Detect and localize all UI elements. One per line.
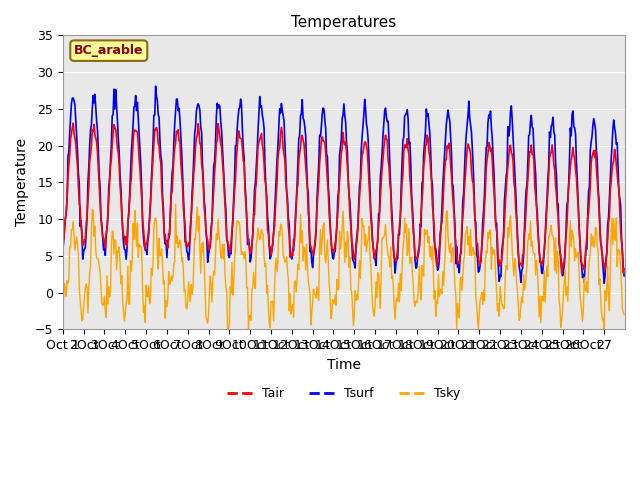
Tair [620, 266, 628, 272]
Line: Tair: Tair [63, 123, 624, 274]
Line: Tsurf: Tsurf [63, 86, 624, 283]
X-axis label: Time: Time [327, 358, 361, 372]
Tsurf [568, 133, 575, 139]
Tsurf [59, 247, 67, 253]
Tair [568, 153, 576, 158]
Tsky [224, 326, 232, 332]
Tair [547, 151, 554, 156]
Tair [69, 120, 77, 126]
Tsurf [342, 119, 349, 125]
Title: Temperatures: Temperatures [291, 15, 397, 30]
Tair [161, 231, 168, 237]
Tsky [219, 241, 227, 247]
Tsky [266, 325, 274, 331]
Tair [59, 237, 67, 242]
Tsurf [161, 232, 168, 238]
Tsurf [266, 243, 273, 249]
Tsky [620, 312, 628, 317]
Tair [219, 159, 227, 165]
Tsky [159, 281, 167, 287]
Tair [266, 244, 273, 250]
Tsurf [219, 144, 227, 150]
Tsky [172, 202, 179, 207]
Y-axis label: Temperature: Temperature [15, 138, 29, 227]
Tsurf [152, 83, 159, 89]
Tair [558, 271, 566, 276]
Tsky [342, 254, 350, 260]
Tsky [59, 294, 67, 300]
Line: Tsky: Tsky [63, 204, 624, 329]
Tsurf [547, 134, 554, 140]
Text: BC_arable: BC_arable [74, 44, 143, 57]
Legend: Tair, Tsurf, Tsky: Tair, Tsurf, Tsky [223, 383, 465, 406]
Tair [342, 139, 349, 145]
Tsurf [620, 273, 628, 279]
Tsurf [600, 280, 608, 286]
Tsky [547, 222, 555, 228]
Tsky [568, 228, 576, 233]
